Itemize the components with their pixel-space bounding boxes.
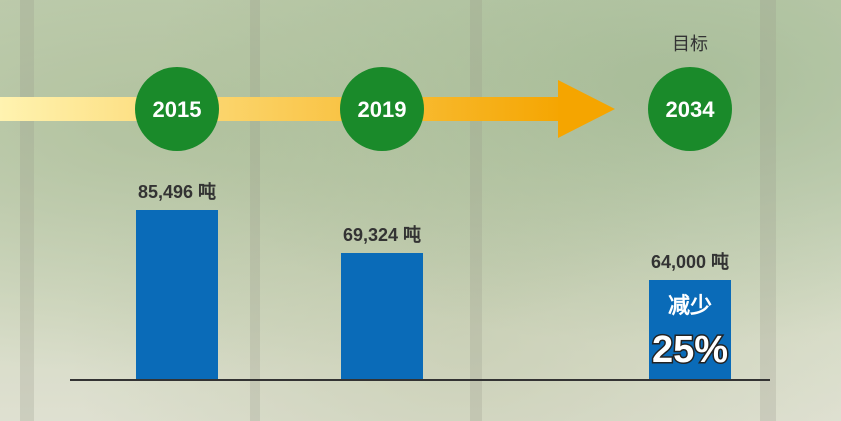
year-label: 2034: [666, 97, 716, 122]
year-label: 2019: [358, 97, 407, 122]
year-circle: [648, 67, 732, 151]
target-label: 目标: [672, 34, 708, 55]
reduction-label: 减少: [668, 293, 712, 319]
bar: [649, 280, 731, 380]
bar: [136, 210, 218, 380]
bar: [341, 253, 423, 380]
value-label: 69,324 吨: [343, 224, 421, 245]
arrow-shaft: [0, 97, 565, 121]
year-label: 2015: [153, 97, 202, 122]
year-circle: [135, 67, 219, 151]
value-label: 64,000 吨: [651, 251, 729, 272]
arrow-head: [558, 80, 615, 138]
year-circle: [340, 67, 424, 151]
timeline-arrow: [0, 80, 615, 138]
value-label: 85,496 吨: [138, 181, 216, 202]
reduction-percent: 25%: [652, 329, 728, 371]
